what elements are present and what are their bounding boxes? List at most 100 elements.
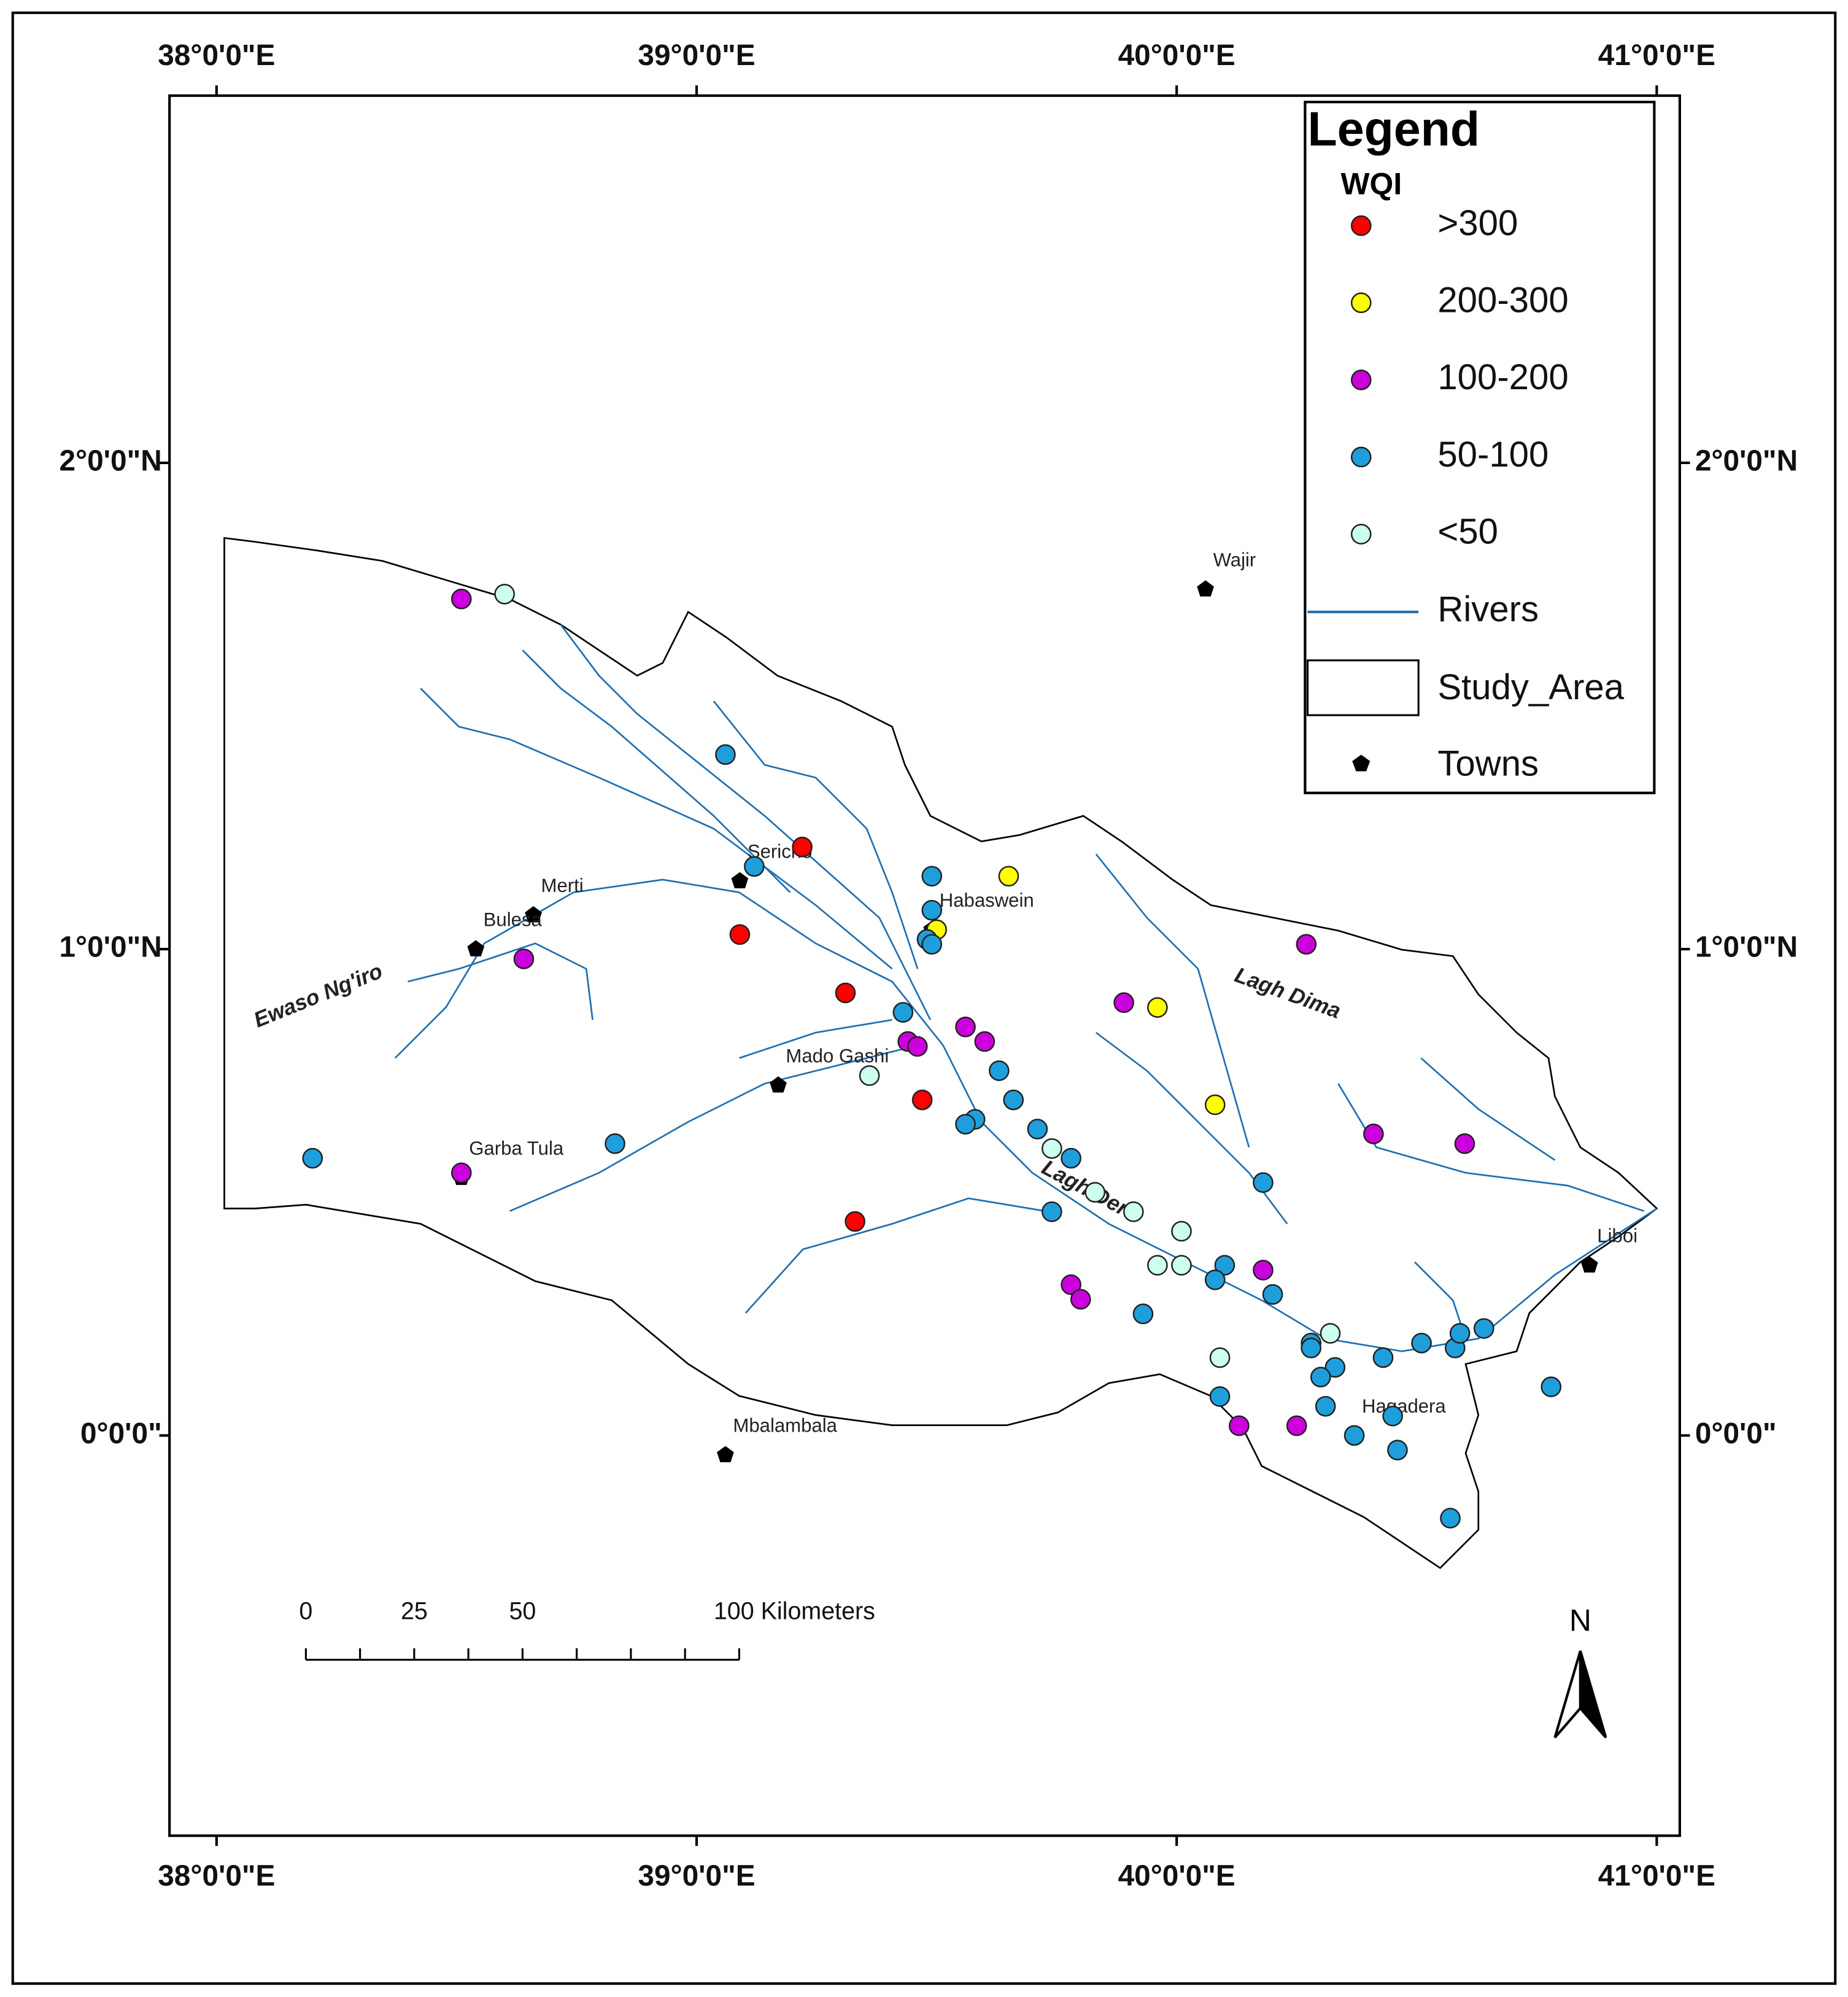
town-label: Garba Tula [469, 1138, 564, 1159]
town [1580, 1256, 1598, 1273]
well [1301, 1337, 1322, 1359]
y-tick-label: 0°0'0" [1695, 1417, 1777, 1450]
well [907, 1036, 928, 1057]
legend-swatch [1350, 446, 1372, 468]
north-arrow: N [1553, 1603, 1607, 1739]
well [744, 856, 765, 877]
well [1123, 1201, 1144, 1222]
well [1382, 1405, 1403, 1427]
scale-bar-label: 25 [401, 1597, 428, 1624]
legend-label: <50 [1437, 511, 1498, 551]
well [513, 948, 535, 969]
town-label: Liboi [1597, 1225, 1637, 1247]
north-arrow-right [1579, 1650, 1607, 1739]
town-label: Hagadera [1362, 1395, 1446, 1417]
town [717, 1446, 734, 1462]
well [921, 899, 943, 921]
well [1411, 1332, 1432, 1354]
well [1027, 1119, 1048, 1140]
town [467, 940, 485, 956]
well [921, 866, 943, 887]
river [509, 1044, 918, 1212]
well [1541, 1376, 1562, 1397]
legend-swatch [1350, 215, 1372, 236]
x-tick-label: 41°0'0"E [1598, 1859, 1715, 1892]
well [1214, 1255, 1235, 1276]
legend-swatch [1350, 292, 1372, 314]
well [1132, 1303, 1154, 1325]
town-label: Mado Gashi [786, 1045, 889, 1066]
x-tick-label: 39°0'0"E [638, 1859, 755, 1892]
well [955, 1114, 976, 1135]
well [911, 1089, 933, 1111]
legend-area-swatch [1306, 659, 1420, 716]
river [713, 700, 919, 969]
well [1454, 1133, 1475, 1154]
well [1204, 1094, 1226, 1115]
river [408, 942, 593, 1020]
x-tick-label: 40°0'0"E [1118, 1859, 1235, 1892]
well [1003, 1089, 1024, 1111]
well [605, 1133, 625, 1154]
town-label: Mbalambala [733, 1415, 837, 1437]
legend-subtitle: WQI [1341, 166, 1402, 201]
legend-title: Legend [1308, 102, 1480, 156]
well [1315, 1395, 1336, 1417]
river [744, 1197, 1045, 1314]
legend-label: 200-300 [1437, 281, 1568, 320]
well [1113, 992, 1134, 1014]
well [1449, 1323, 1471, 1344]
north-label: N [1569, 1603, 1591, 1638]
well [1363, 1123, 1384, 1144]
river [420, 688, 893, 970]
well [998, 866, 1019, 887]
well [1310, 1367, 1331, 1388]
scale-bar-label: 50 [509, 1597, 536, 1624]
well [892, 1002, 914, 1023]
well [1061, 1147, 1081, 1169]
well [715, 744, 736, 766]
y-tick-label: 1°0'0"N [1695, 931, 1798, 964]
well [450, 1162, 472, 1184]
y-tick-label: 2°0'0"N [1695, 445, 1798, 478]
x-tick-label: 38°0'0"E [158, 39, 275, 72]
y-tick-label: 0°0'0" [80, 1417, 162, 1450]
well [1084, 1182, 1106, 1203]
legend-label: Study_Area [1437, 667, 1624, 707]
well [859, 1065, 880, 1086]
well [1041, 1201, 1062, 1222]
well [729, 924, 751, 945]
river [1420, 1057, 1556, 1161]
well [1343, 1425, 1365, 1446]
well [494, 583, 515, 605]
town-label: Bulesa [484, 909, 543, 931]
well [1070, 1289, 1091, 1310]
river [560, 624, 932, 1020]
well [835, 982, 856, 1004]
well [1262, 1284, 1283, 1305]
well [1041, 1138, 1062, 1159]
well [1253, 1260, 1274, 1281]
well [1147, 997, 1168, 1018]
town [770, 1076, 787, 1093]
town-label: Wajir [1213, 549, 1256, 570]
well [1286, 1415, 1307, 1437]
well [1209, 1347, 1231, 1368]
well [921, 934, 943, 955]
legend-label: Towns [1437, 743, 1539, 783]
town [731, 872, 749, 888]
well [988, 1060, 1010, 1081]
legend-label: Rivers [1437, 589, 1539, 629]
well [1204, 1269, 1226, 1290]
well [1171, 1255, 1192, 1276]
well [302, 1147, 323, 1169]
x-tick-label: 40°0'0"E [1118, 39, 1235, 72]
well [1171, 1220, 1192, 1242]
well [1147, 1255, 1168, 1276]
river [522, 650, 791, 893]
well [792, 836, 813, 858]
x-tick-label: 41°0'0"E [1598, 39, 1715, 72]
town [1197, 580, 1214, 597]
well [1209, 1386, 1231, 1407]
